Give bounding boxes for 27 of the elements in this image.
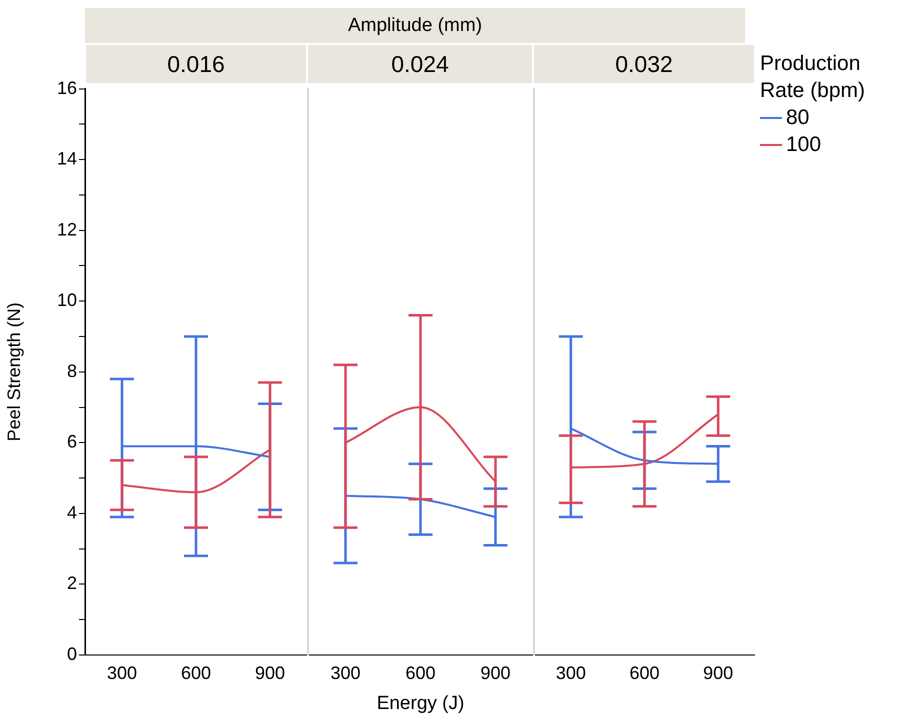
chart-title: 0.024 <box>308 45 532 83</box>
y-tick-label: 12 <box>56 219 77 240</box>
x-tick-label: 600 <box>180 662 212 683</box>
x-tick-label: 900 <box>480 662 511 683</box>
y-tick-label: 0 <box>66 644 77 664</box>
y-tick-label: 6 <box>66 432 77 452</box>
y-tick-label: 2 <box>66 573 77 594</box>
chart-title: 0.032 <box>534 45 754 83</box>
x-axis-title: Energy (J) <box>376 692 464 714</box>
legend-title: Production Rate (bpm) <box>760 51 866 104</box>
y-axis-title: Peel Strength (N) <box>4 302 24 442</box>
x-tick-label: 900 <box>254 662 286 683</box>
y-tick-label: 14 <box>56 148 77 169</box>
y-tick-label: 8 <box>66 360 77 381</box>
y-tick-label: 4 <box>66 502 77 522</box>
chart-title: 0.016 <box>86 45 306 83</box>
x-tick-label: 600 <box>629 662 660 683</box>
x-tick-label: 300 <box>330 662 361 683</box>
x-tick-label: 300 <box>556 662 586 683</box>
x-tick-label: 900 <box>703 662 734 683</box>
legend-label: 100 <box>786 132 822 158</box>
y-tick-label: 16 <box>56 78 77 98</box>
x-tick-label: 300 <box>106 662 138 683</box>
legend-label: 80 <box>786 105 810 131</box>
x-tick-label: 600 <box>405 662 436 683</box>
text: Amplitude (mm) <box>85 8 745 43</box>
y-tick-label: 10 <box>56 290 77 310</box>
